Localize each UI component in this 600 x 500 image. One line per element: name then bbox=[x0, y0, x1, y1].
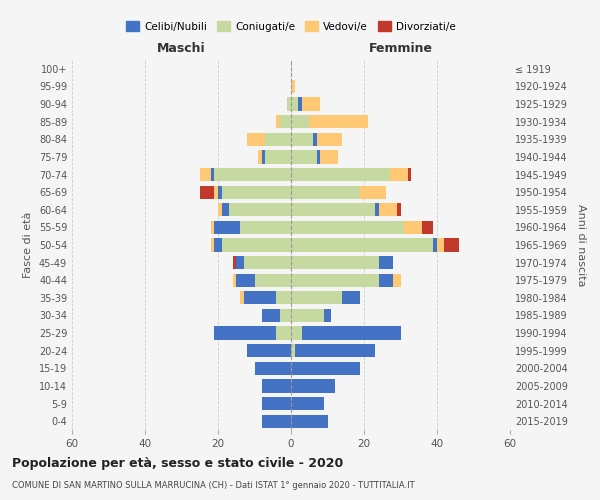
Bar bbox=[280, 115, 291, 128]
Bar bbox=[247, 344, 291, 358]
Bar bbox=[291, 274, 379, 287]
Bar bbox=[244, 256, 291, 269]
Bar bbox=[233, 256, 236, 269]
Bar bbox=[298, 98, 302, 110]
Bar bbox=[240, 221, 291, 234]
Bar bbox=[291, 168, 389, 181]
Bar bbox=[291, 150, 317, 164]
Bar bbox=[317, 132, 342, 146]
Bar bbox=[229, 203, 291, 216]
Bar bbox=[280, 309, 291, 322]
Text: Maschi: Maschi bbox=[157, 42, 206, 54]
Bar bbox=[408, 168, 412, 181]
Bar bbox=[236, 256, 244, 269]
Bar bbox=[379, 203, 397, 216]
Bar bbox=[291, 309, 324, 322]
Bar bbox=[393, 274, 401, 287]
Bar bbox=[317, 150, 320, 164]
Bar bbox=[221, 186, 291, 198]
Bar bbox=[200, 186, 214, 198]
Text: COMUNE DI SAN MARTINO SULLA MARRUCINA (CH) - Dati ISTAT 1° gennaio 2020 - TUTTIT: COMUNE DI SAN MARTINO SULLA MARRUCINA (C… bbox=[12, 481, 415, 490]
Bar bbox=[254, 362, 291, 375]
Bar bbox=[324, 309, 331, 322]
Bar bbox=[437, 238, 444, 252]
Bar bbox=[211, 238, 214, 252]
Y-axis label: Fasce di età: Fasce di età bbox=[23, 212, 33, 278]
Bar bbox=[397, 203, 401, 216]
Bar bbox=[342, 291, 361, 304]
Y-axis label: Anni di nascita: Anni di nascita bbox=[576, 204, 586, 286]
Bar bbox=[214, 326, 277, 340]
Bar bbox=[291, 380, 335, 392]
Bar bbox=[200, 168, 211, 181]
Bar bbox=[291, 326, 302, 340]
Bar bbox=[291, 132, 313, 146]
Bar bbox=[291, 256, 379, 269]
Bar bbox=[433, 238, 437, 252]
Bar bbox=[221, 238, 291, 252]
Bar bbox=[291, 98, 298, 110]
Bar bbox=[291, 80, 295, 93]
Bar bbox=[291, 397, 324, 410]
Text: Femmine: Femmine bbox=[368, 42, 433, 54]
Bar bbox=[218, 186, 221, 198]
Bar bbox=[291, 186, 361, 198]
Bar bbox=[444, 238, 459, 252]
Bar bbox=[295, 344, 375, 358]
Bar bbox=[302, 326, 401, 340]
Bar bbox=[262, 309, 280, 322]
Bar bbox=[379, 274, 393, 287]
Bar bbox=[258, 150, 262, 164]
Bar bbox=[262, 414, 291, 428]
Bar bbox=[221, 203, 229, 216]
Bar bbox=[236, 274, 254, 287]
Bar bbox=[214, 221, 240, 234]
Bar bbox=[287, 98, 291, 110]
Bar bbox=[211, 221, 214, 234]
Legend: Celibi/Nubili, Coniugati/e, Vedovi/e, Divorziati/e: Celibi/Nubili, Coniugati/e, Vedovi/e, Di… bbox=[122, 17, 460, 36]
Bar bbox=[244, 291, 277, 304]
Bar bbox=[265, 132, 291, 146]
Bar bbox=[291, 115, 309, 128]
Bar bbox=[265, 150, 291, 164]
Bar bbox=[291, 203, 375, 216]
Bar bbox=[214, 238, 221, 252]
Bar bbox=[422, 221, 433, 234]
Bar bbox=[361, 186, 386, 198]
Bar bbox=[379, 256, 393, 269]
Text: Popolazione per età, sesso e stato civile - 2020: Popolazione per età, sesso e stato civil… bbox=[12, 458, 343, 470]
Bar bbox=[277, 115, 280, 128]
Bar bbox=[291, 221, 404, 234]
Bar bbox=[302, 98, 320, 110]
Bar bbox=[404, 221, 422, 234]
Bar bbox=[277, 326, 291, 340]
Bar bbox=[214, 186, 218, 198]
Bar bbox=[233, 274, 236, 287]
Bar bbox=[247, 132, 265, 146]
Bar bbox=[277, 291, 291, 304]
Bar bbox=[309, 115, 368, 128]
Bar bbox=[240, 291, 244, 304]
Bar bbox=[262, 150, 265, 164]
Bar bbox=[389, 168, 408, 181]
Bar bbox=[254, 274, 291, 287]
Bar bbox=[262, 397, 291, 410]
Bar bbox=[291, 238, 433, 252]
Bar bbox=[320, 150, 338, 164]
Bar bbox=[291, 362, 361, 375]
Bar bbox=[291, 291, 342, 304]
Bar bbox=[313, 132, 317, 146]
Bar bbox=[375, 203, 379, 216]
Bar bbox=[262, 380, 291, 392]
Bar bbox=[211, 168, 214, 181]
Bar bbox=[218, 203, 221, 216]
Bar bbox=[291, 414, 328, 428]
Bar bbox=[214, 168, 291, 181]
Bar bbox=[291, 344, 295, 358]
